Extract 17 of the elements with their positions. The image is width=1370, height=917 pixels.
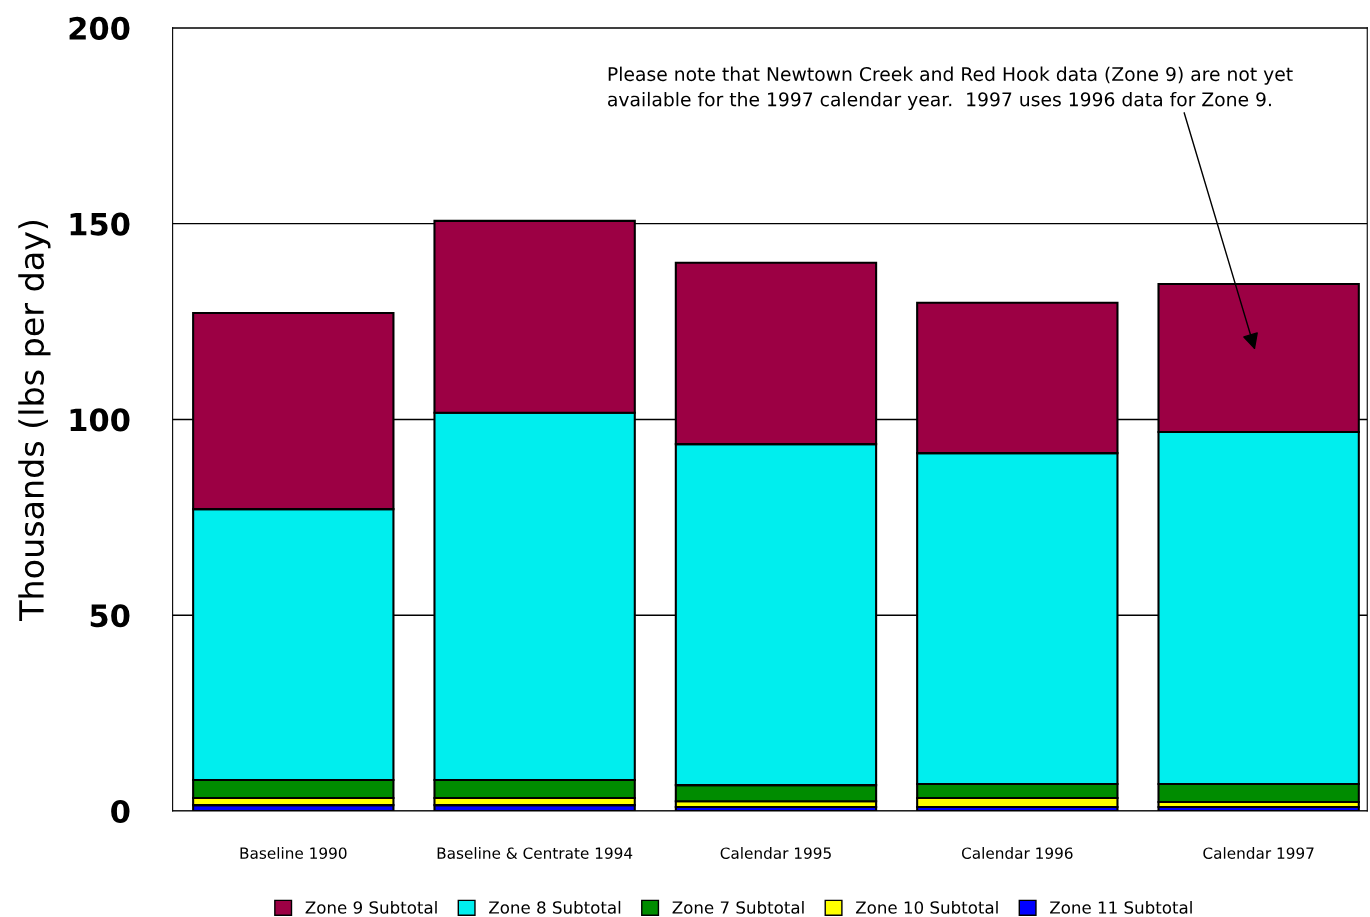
y-tick-label: 150 — [70, 212, 130, 236]
y-axis-title: Thousands (lbs per day) — [18, 220, 51, 621]
legend-label: Zone 9 Subtotal — [305, 900, 437, 914]
legend-label: Zone 10 Subtotal — [855, 900, 998, 914]
y-tick-label: 50 — [90, 604, 130, 628]
y-tick-label: 200 — [69, 16, 130, 40]
x-tick-label: Calendar 1997 — [1203, 847, 1314, 859]
legend-label: Zone 11 Subtotal — [1050, 900, 1192, 914]
x-tick-label: Calendar 1996 — [961, 847, 1073, 859]
y-tick-label: 100 — [70, 408, 130, 432]
x-tick-label: Calendar 1995 — [720, 847, 831, 859]
annotation: Please note that Newtown Creek and Red Hook data (Zone 9) are not yet available for the 1997 calendar year. 1997 uses 1996 data for Zone 9. — [608, 66, 1293, 111]
x-tick-label: Baseline 1990 — [240, 847, 347, 859]
legend-label: Zone 7 Subtotal — [672, 900, 804, 914]
legend-label: Zone 8 Subtotal — [489, 900, 621, 914]
x-tick-label: Baseline & Centrate 1994 — [437, 847, 633, 859]
y-tick-label: 0 — [111, 799, 130, 824]
